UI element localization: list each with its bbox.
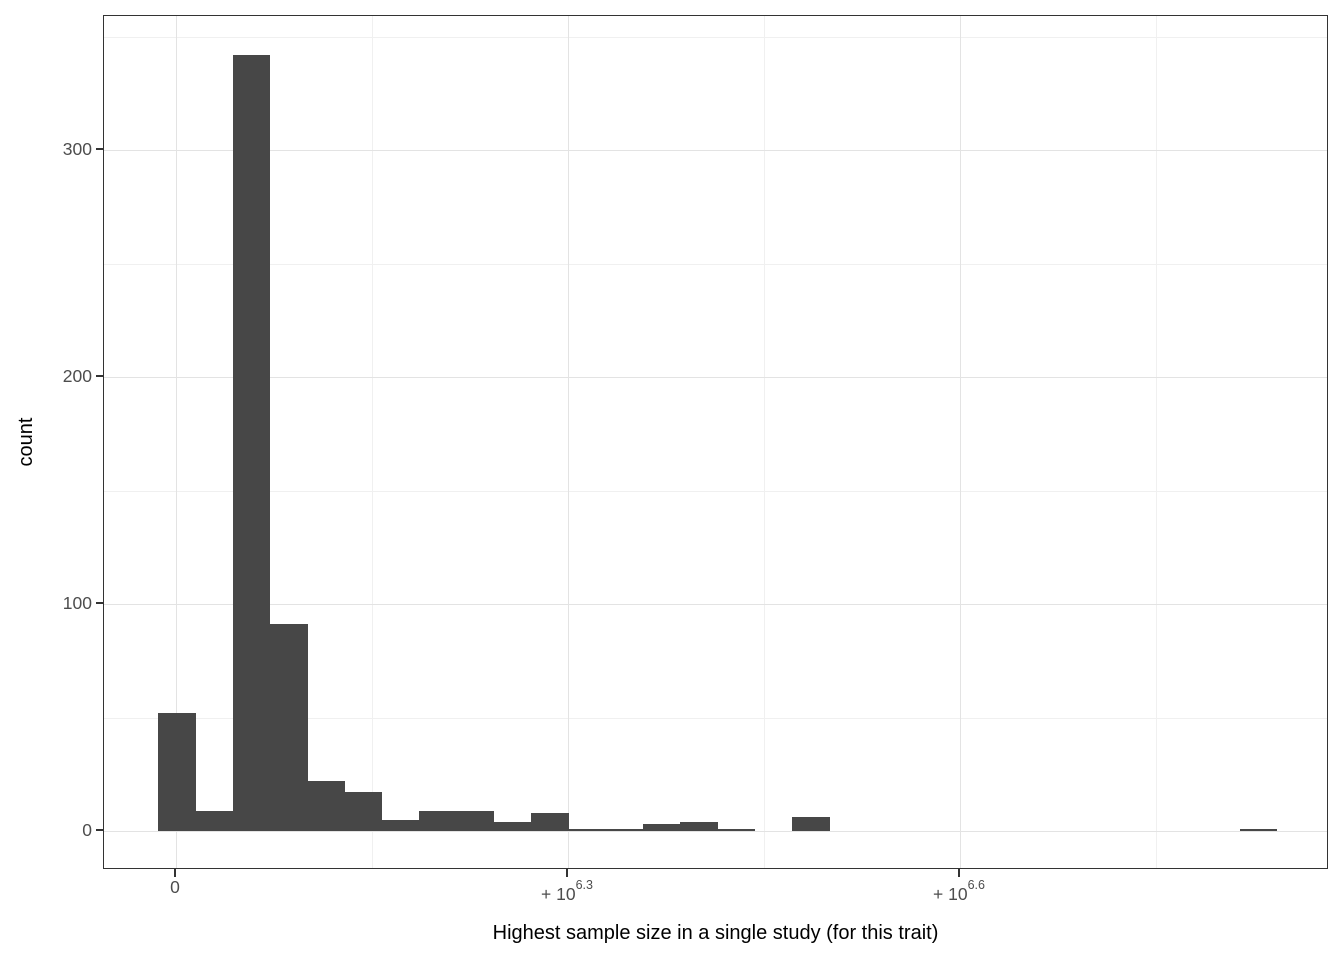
x-major-gridline — [960, 16, 962, 868]
histogram-bar — [419, 810, 457, 831]
x-tick-label: + 106.6 — [933, 877, 985, 904]
x-axis-tick — [566, 869, 568, 877]
x-tick-label: + 106.3 — [541, 877, 593, 904]
histogram-bar — [158, 712, 196, 831]
x-major-gridline — [568, 16, 570, 868]
y-major-gridline — [104, 377, 1327, 379]
histogram-bar — [568, 828, 606, 831]
y-tick-label: 200 — [62, 366, 92, 386]
histogram-bar — [717, 828, 756, 831]
y-axis-tick — [95, 602, 103, 604]
y-tick-label: 300 — [62, 139, 92, 159]
histogram-bar — [344, 792, 383, 831]
histogram-bar — [531, 812, 569, 831]
x-axis-tick — [958, 869, 960, 877]
histogram-bar — [605, 828, 644, 831]
histogram-bar — [680, 821, 718, 831]
histogram-bar — [1239, 828, 1278, 831]
y-axis-tick — [95, 829, 103, 831]
y-major-gridline — [104, 150, 1327, 152]
histogram-bar — [269, 624, 308, 831]
y-minor-gridline — [104, 263, 1327, 265]
plot-panel — [103, 15, 1328, 869]
histogram-bar — [232, 54, 271, 831]
x-axis-tick — [174, 869, 176, 877]
y-minor-gridline — [104, 36, 1327, 38]
y-major-gridline — [104, 604, 1327, 606]
y-axis-tick — [95, 375, 103, 377]
x-tick-label-text: + 10 — [933, 884, 968, 904]
histogram-bar — [642, 824, 681, 831]
y-axis-tick — [95, 148, 103, 150]
histogram-bar — [195, 810, 233, 831]
x-minor-gridline — [764, 16, 765, 868]
x-tick-label-exponent: 6.6 — [967, 878, 985, 892]
x-major-gridline — [176, 16, 178, 868]
y-tick-label: 100 — [62, 593, 92, 613]
x-minor-gridline — [372, 16, 373, 868]
y-axis-title: count — [15, 417, 37, 467]
histogram-bar — [792, 817, 830, 831]
histogram-bar — [381, 819, 420, 831]
y-minor-gridline — [104, 717, 1327, 719]
histogram-bar — [456, 810, 495, 831]
x-axis-title: Highest sample size in a single study (f… — [492, 922, 939, 944]
y-major-gridline — [104, 831, 1327, 833]
x-tick-label: 0 — [170, 877, 180, 897]
histogram-bar — [307, 781, 345, 831]
y-tick-label: 0 — [82, 820, 92, 840]
y-minor-gridline — [104, 490, 1327, 492]
x-tick-label-exponent: 6.3 — [575, 878, 593, 892]
x-tick-label-text: + 10 — [541, 884, 576, 904]
x-minor-gridline — [1156, 16, 1157, 868]
x-tick-label-text: 0 — [170, 877, 180, 897]
histogram-bar — [493, 821, 532, 831]
